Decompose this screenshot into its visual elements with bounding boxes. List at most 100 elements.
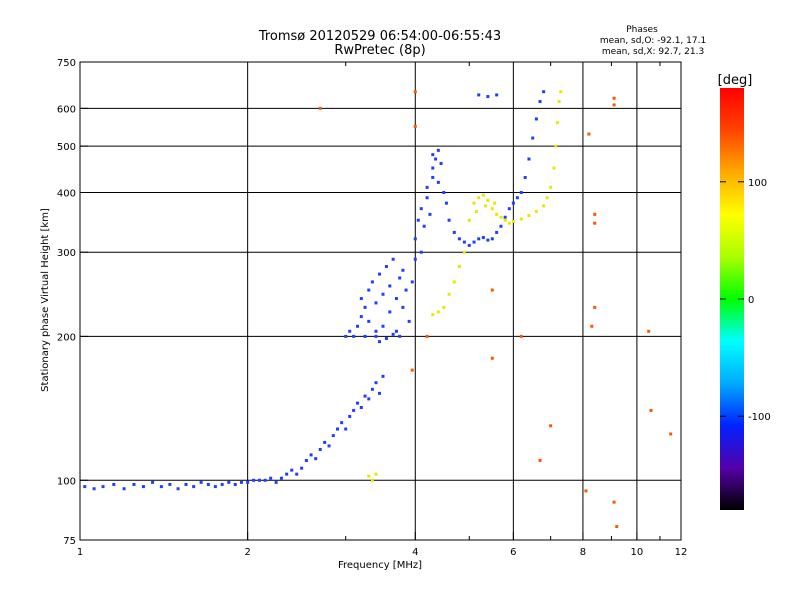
data-point bbox=[213, 485, 217, 489]
data-point bbox=[559, 90, 563, 94]
data-point bbox=[356, 324, 360, 328]
colorbar-tick-label: 0 bbox=[748, 295, 754, 306]
data-point bbox=[542, 204, 546, 208]
grid bbox=[80, 62, 681, 540]
data-point bbox=[444, 201, 448, 205]
data-point bbox=[442, 305, 446, 309]
data-point bbox=[327, 444, 331, 448]
data-point bbox=[431, 313, 435, 317]
data-point bbox=[431, 175, 435, 179]
data-point bbox=[593, 305, 597, 309]
data-point bbox=[381, 292, 385, 296]
data-point bbox=[499, 224, 503, 228]
data-point bbox=[176, 487, 180, 491]
data-point bbox=[318, 447, 322, 451]
data-point bbox=[457, 265, 461, 269]
data-point bbox=[554, 144, 558, 148]
stats-line-o: mean, sd,O: -92.1, 17.1 bbox=[600, 36, 706, 46]
data-point bbox=[359, 315, 363, 319]
data-point bbox=[413, 237, 417, 241]
data-point bbox=[472, 201, 476, 205]
data-point bbox=[269, 476, 273, 480]
data-point bbox=[391, 332, 395, 336]
data-point bbox=[141, 485, 145, 489]
data-point bbox=[523, 175, 527, 179]
data-point bbox=[381, 374, 385, 378]
data-point bbox=[534, 117, 538, 121]
data-point bbox=[552, 166, 556, 170]
data-point bbox=[340, 421, 344, 425]
data-point bbox=[447, 292, 451, 296]
stats-heading: Phases bbox=[626, 25, 658, 35]
data-point bbox=[593, 221, 597, 225]
data-point bbox=[467, 218, 471, 222]
data-point bbox=[367, 474, 371, 478]
data-point bbox=[419, 250, 423, 254]
data-point bbox=[370, 478, 374, 482]
data-point bbox=[507, 221, 511, 225]
data-point bbox=[452, 230, 456, 234]
data-point bbox=[367, 288, 371, 292]
data-point bbox=[374, 381, 378, 385]
colorbar-label: [deg] bbox=[718, 73, 753, 88]
data-point bbox=[367, 397, 371, 401]
x-tick-label: 8 bbox=[580, 547, 586, 558]
data-point bbox=[503, 218, 507, 222]
data-point bbox=[503, 215, 507, 219]
data-point bbox=[486, 95, 490, 99]
data-point bbox=[394, 297, 398, 301]
data-point bbox=[434, 157, 438, 161]
data-point bbox=[542, 90, 546, 94]
data-point bbox=[499, 215, 503, 219]
data-point bbox=[352, 334, 356, 338]
data-point bbox=[378, 272, 382, 276]
data-point bbox=[590, 324, 594, 328]
y-tick-label: 400 bbox=[57, 188, 76, 199]
data-point bbox=[507, 207, 511, 211]
data-points bbox=[83, 90, 673, 529]
data-point bbox=[442, 190, 446, 194]
data-point bbox=[425, 334, 429, 338]
data-point bbox=[378, 340, 382, 344]
y-tick-label: 750 bbox=[57, 58, 76, 69]
data-point bbox=[612, 96, 616, 100]
data-point bbox=[555, 121, 559, 125]
data-point bbox=[374, 472, 378, 476]
data-point bbox=[388, 284, 392, 288]
x-axis: 1 2 4 6 8 10 12 bbox=[77, 62, 688, 558]
data-point bbox=[477, 237, 481, 241]
data-point bbox=[132, 482, 136, 486]
data-point bbox=[428, 212, 432, 216]
data-point bbox=[285, 472, 289, 476]
data-point bbox=[669, 432, 673, 436]
data-point bbox=[304, 458, 308, 462]
data-point bbox=[318, 106, 322, 110]
data-point bbox=[331, 434, 335, 438]
data-point bbox=[474, 210, 478, 214]
data-point bbox=[462, 240, 466, 244]
data-point bbox=[425, 196, 429, 200]
data-point bbox=[220, 482, 224, 486]
y-axis-label: Stationary phase Virtual Height [km] bbox=[40, 208, 51, 392]
data-point bbox=[431, 166, 435, 170]
data-point bbox=[300, 466, 304, 470]
x-tick-label: 12 bbox=[675, 547, 688, 558]
data-point bbox=[263, 478, 267, 482]
data-point bbox=[367, 319, 371, 323]
data-point bbox=[495, 93, 499, 97]
data-point bbox=[519, 190, 523, 194]
stats-line-x: mean, sd,X: 92.7, 21.3 bbox=[602, 47, 704, 57]
colorbar-tick-label: -100 bbox=[748, 412, 771, 423]
y-tick-label: 500 bbox=[57, 142, 76, 153]
data-point bbox=[472, 240, 476, 244]
data-point bbox=[401, 268, 405, 272]
y-tick-label: 75 bbox=[63, 536, 76, 547]
data-point bbox=[233, 482, 237, 486]
colorbar-ticks: 100 0 -100 bbox=[720, 178, 771, 423]
data-point bbox=[83, 485, 87, 489]
data-point bbox=[481, 236, 485, 240]
data-point bbox=[413, 257, 417, 261]
data-point bbox=[314, 457, 318, 461]
data-point bbox=[511, 201, 515, 205]
data-point bbox=[159, 485, 163, 489]
